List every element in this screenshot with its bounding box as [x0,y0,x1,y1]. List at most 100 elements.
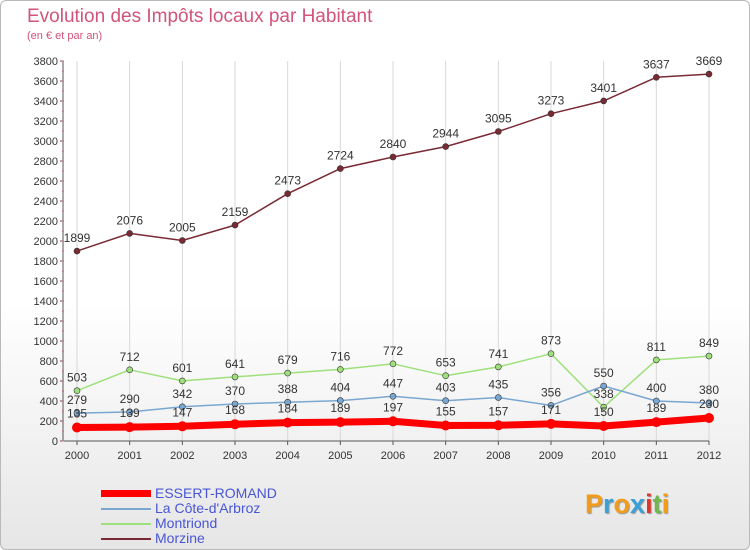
data-label: 290 [120,392,140,406]
logo-letter: i [661,489,670,519]
data-point [600,382,607,390]
y-tick-label: 3000 [34,136,58,148]
legend-item: Montriond [101,516,277,531]
legend-label: Morzine [155,530,205,546]
data-point [653,397,660,405]
data-label: 230 [699,397,719,411]
data-point [337,366,344,373]
data-label: 279 [67,393,87,407]
data-label: 168 [225,403,245,417]
y-tick-label: 1600 [34,276,58,288]
data-label: 171 [541,403,561,417]
y-tick-label: 1200 [34,316,58,328]
data-point [231,221,239,229]
data-point [72,422,82,433]
data-label: 155 [436,405,456,419]
data-point [124,422,135,433]
proxiti-logo: Proxiti [585,489,669,520]
data-label: 403 [436,381,456,395]
data-point [705,399,713,407]
data-point [547,110,555,117]
data-point [388,416,398,427]
data-point [284,190,291,197]
data-point [495,394,502,401]
data-label: 503 [67,371,87,385]
data-label: 3273 [538,94,565,108]
data-label: 380 [699,383,719,397]
y-tick-label: 600 [40,376,58,388]
data-label: 342 [172,387,192,401]
data-label: 370 [225,384,245,398]
x-tick-label: 2005 [328,450,352,462]
data-point [284,369,291,377]
x-tick-label: 2007 [433,450,457,462]
data-point [705,352,713,360]
x-tick-label: 2010 [591,450,615,462]
data-label: 139 [120,406,140,420]
x-tick-label: 2003 [223,450,247,462]
data-point [600,403,607,411]
data-label: 772 [383,344,403,358]
y-tick-label: 2000 [34,236,58,248]
data-point [705,70,713,78]
data-point [335,417,346,428]
data-label: 147 [172,405,192,419]
y-tick-label: 2400 [34,196,58,208]
data-point [284,398,291,406]
y-tick-label: 3600 [34,76,58,88]
data-label: 356 [541,385,561,399]
data-point [126,230,133,237]
legend-label: Montriond [155,515,218,531]
data-label: 741 [488,347,508,361]
data-label: 712 [120,350,140,364]
data-label: 3401 [590,81,617,95]
data-point [653,74,660,81]
data-label: 2724 [327,149,354,163]
data-point [126,366,133,374]
data-point [282,417,293,428]
data-point [231,373,239,381]
data-label: 2076 [116,213,143,227]
y-tick-label: 400 [40,396,58,408]
y-tick-label: 1800 [34,256,58,268]
data-point [389,360,397,368]
x-tick-label: 2008 [486,450,510,462]
logo-letter: t [652,489,662,519]
data-label: 404 [330,381,350,395]
data-point [389,392,397,400]
y-tick-label: 2200 [34,216,58,228]
x-tick-label: 2011 [645,450,669,462]
data-label: 388 [278,382,298,396]
x-tick-label: 2001 [117,450,141,462]
data-label: 400 [646,381,666,395]
data-label: 550 [594,366,614,380]
data-label: 2159 [222,205,249,219]
data-point [600,97,607,105]
y-tick-label: 1400 [34,296,58,308]
chart-title: Evolution des Impôts locaux par Habitant [27,6,373,27]
legend-swatch [101,490,151,497]
data-point [442,372,449,380]
data-label: 2473 [274,174,301,188]
data-point [598,421,609,431]
x-tick-label: 2002 [170,450,194,462]
y-tick-label: 3800 [34,56,58,68]
data-label: 435 [488,378,508,392]
y-tick-label: 3400 [34,96,58,108]
data-label: 3669 [696,54,723,68]
data-point [177,421,188,432]
data-point [179,237,186,244]
data-label: 150 [594,405,614,419]
data-label: 2005 [169,221,196,235]
data-point [442,143,449,150]
data-point [495,363,502,371]
data-label: 184 [278,402,298,416]
legend-swatch [101,537,151,540]
data-label: 641 [225,357,245,371]
data-point [651,417,662,428]
data-label: 157 [488,404,508,418]
data-label: 1899 [64,231,91,245]
legend-item: ESSERT-ROMAND [101,486,277,501]
